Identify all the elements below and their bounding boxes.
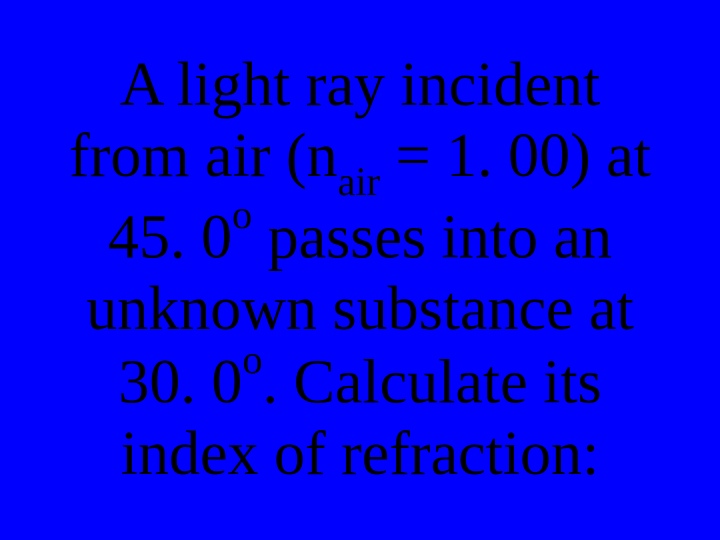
line-1: A light ray incident (120, 51, 600, 119)
line-4: unknown substance at (86, 275, 634, 343)
line-5-part-a: 30. 0 (118, 349, 242, 417)
line-2-part-a: from air (n (69, 122, 338, 190)
line-6: index of refraction: (121, 420, 600, 488)
line-3-part-b: passes into an (252, 203, 612, 271)
slide-text: A light ray incident from air (nair = 1.… (69, 50, 651, 491)
line-2-part-b: = 1. 00) at (380, 122, 651, 190)
line-5-part-b: . Calculate its (262, 349, 601, 417)
superscript-degree-1: o (232, 192, 252, 237)
line-3-part-a: 45. 0 (108, 203, 232, 271)
subscript-air: air (338, 159, 381, 204)
superscript-degree-2: o (242, 337, 262, 382)
slide: A light ray incident from air (nair = 1.… (0, 0, 720, 540)
